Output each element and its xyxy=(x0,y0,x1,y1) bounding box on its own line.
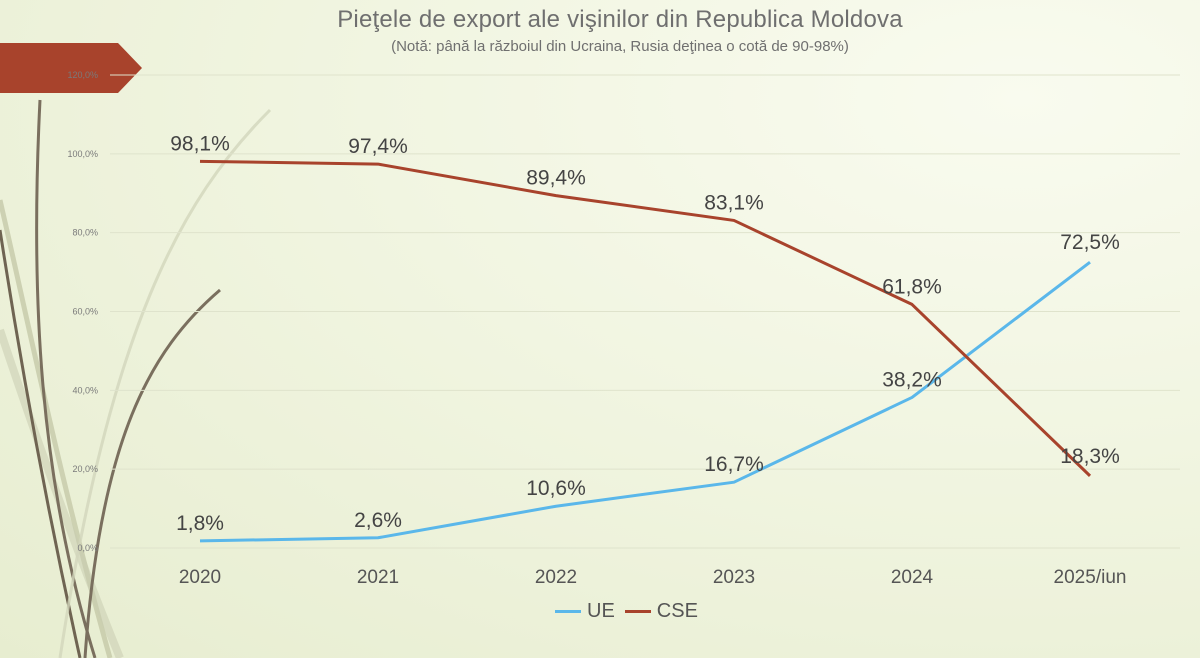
y-tick-label: 120,0% xyxy=(67,70,98,80)
chart-title: Pieţele de export ale vişinilor din Repu… xyxy=(337,6,903,33)
y-tick-label: 60,0% xyxy=(72,307,98,317)
data-label-cse: 61,8% xyxy=(882,275,942,298)
legend-label-ue: UE xyxy=(587,600,615,622)
chart-subtitle: (Notă: până la războiul din Ucraina, Rus… xyxy=(391,38,849,55)
data-label-cse: 89,4% xyxy=(526,167,586,190)
x-tick-label: 2024 xyxy=(891,567,934,588)
legend-label-cse: CSE xyxy=(656,600,698,622)
x-tick-label: 2021 xyxy=(357,567,399,588)
x-tick-label: 2023 xyxy=(713,567,755,588)
y-tick-label: 40,0% xyxy=(72,385,98,395)
data-label-cse: 97,4% xyxy=(348,135,408,158)
data-label-ue: 16,7% xyxy=(704,453,764,476)
y-tick-label: 80,0% xyxy=(72,228,98,238)
chart-legend: UE CSE xyxy=(555,600,698,623)
data-label-ue: 72,5% xyxy=(1060,231,1120,254)
legend-item-ue: UE xyxy=(555,600,615,623)
x-tick-label: 2020 xyxy=(179,567,221,588)
data-label-ue: 1,8% xyxy=(176,512,224,535)
y-tick-label: 0,0% xyxy=(77,543,98,553)
data-label-ue: 2,6% xyxy=(354,509,402,532)
banner-arrow xyxy=(0,43,142,93)
data-label-cse: 83,1% xyxy=(704,191,764,214)
data-label-ue: 10,6% xyxy=(526,477,586,500)
data-label-ue: 38,2% xyxy=(882,368,942,391)
legend-swatch-cse xyxy=(624,610,651,613)
x-tick-label: 2022 xyxy=(535,567,577,588)
data-label-cse: 18,3% xyxy=(1060,445,1120,468)
banner-arrow-shape xyxy=(0,43,142,93)
legend-item-cse: CSE xyxy=(624,600,698,623)
data-label-cse: 98,1% xyxy=(170,132,230,155)
y-tick-label: 20,0% xyxy=(72,464,98,474)
legend-swatch-ue xyxy=(555,610,581,613)
y-tick-label: 100,0% xyxy=(67,149,98,159)
series-line-cse xyxy=(199,159,1092,477)
series-line-ue xyxy=(199,261,1091,543)
x-tick-label: 2025/iun xyxy=(1054,567,1127,588)
